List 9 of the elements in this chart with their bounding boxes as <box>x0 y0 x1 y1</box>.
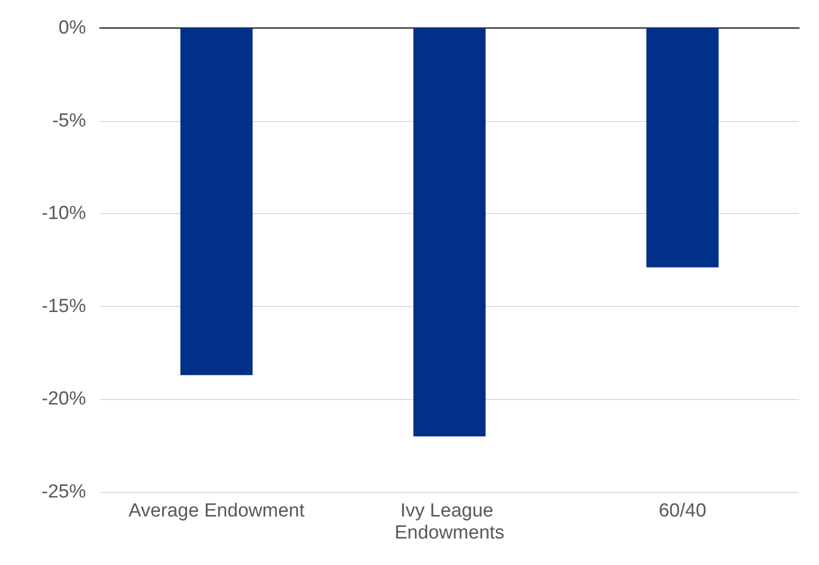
x-tick-label: Ivy League Endowments <box>394 500 504 544</box>
y-tick-label: -20% <box>42 388 86 410</box>
y-tick-label: -5% <box>52 110 86 132</box>
y-tick-label: -25% <box>42 482 86 502</box>
x-tick-label: Average Endowment <box>128 500 306 522</box>
x-tick-label: 60/40 <box>658 500 706 522</box>
y-tick-label: -10% <box>42 203 86 224</box>
y-tick-label: 0% <box>58 18 86 38</box>
y-tick-label: -15% <box>42 296 86 317</box>
